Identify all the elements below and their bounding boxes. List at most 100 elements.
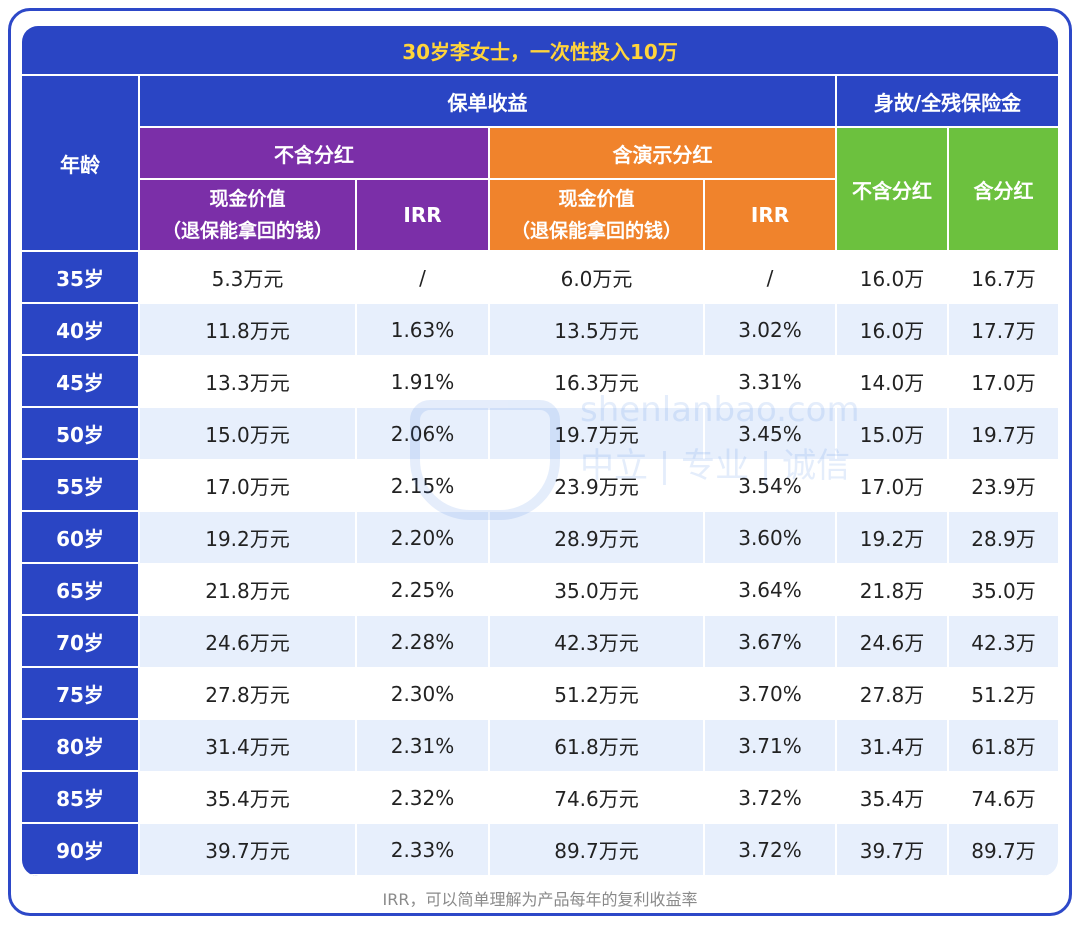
cash-value-note: （退保能拿回的钱）	[510, 220, 682, 242]
header-cash-value-demo-dividend: 现金价值 （退保能拿回的钱）	[488, 180, 703, 252]
table-row: 45岁 13.3万元 1.91% 16.3万元 3.31% 14.0万 17.0万	[22, 356, 1058, 408]
cash-value-demo-dividend-cell: 28.9万元	[488, 512, 703, 564]
header-no-dividend: 不含分红	[138, 128, 488, 180]
cash-value-no-dividend-cell: 27.8万元	[138, 668, 355, 720]
irr-no-dividend-cell: 2.06%	[355, 408, 488, 460]
irr-no-dividend-cell: /	[355, 252, 488, 304]
death-benefit-no-dividend-cell: 19.2万	[835, 512, 947, 564]
irr-no-dividend-cell: 1.91%	[355, 356, 488, 408]
death-benefit-with-dividend-cell: 23.9万	[947, 460, 1058, 512]
death-benefit-no-dividend-cell: 16.0万	[835, 252, 947, 304]
age-cell: 90岁	[22, 824, 138, 876]
cash-value-demo-dividend-cell: 13.5万元	[488, 304, 703, 356]
footnote: IRR，可以简单理解为产品每年的复利收益率	[382, 890, 698, 909]
age-cell: 60岁	[22, 512, 138, 564]
irr-demo-dividend-cell: 3.64%	[703, 564, 835, 616]
death-benefit-no-dividend-cell: 27.8万	[835, 668, 947, 720]
irr-no-dividend-cell: 2.25%	[355, 564, 488, 616]
header-age: 年龄	[22, 76, 138, 252]
age-cell: 70岁	[22, 616, 138, 668]
cash-value-no-dividend-cell: 24.6万元	[138, 616, 355, 668]
cash-value-no-dividend-cell: 21.8万元	[138, 564, 355, 616]
header-death-no-dividend: 不含分红	[835, 128, 947, 252]
cash-value-demo-dividend-cell: 23.9万元	[488, 460, 703, 512]
death-benefit-with-dividend-cell: 35.0万	[947, 564, 1058, 616]
death-benefit-with-dividend-cell: 17.7万	[947, 304, 1058, 356]
irr-no-dividend-cell: 2.32%	[355, 772, 488, 824]
cash-value-no-dividend-cell: 13.3万元	[138, 356, 355, 408]
table-row: 85岁 35.4万元 2.32% 74.6万元 3.72% 35.4万 74.6万	[22, 772, 1058, 824]
death-benefit-with-dividend-cell: 17.0万	[947, 356, 1058, 408]
header-policy-income: 保单收益	[138, 76, 835, 128]
cash-value-demo-dividend-cell: 6.0万元	[488, 252, 703, 304]
table-row: 80岁 31.4万元 2.31% 61.8万元 3.71% 31.4万 61.8万	[22, 720, 1058, 772]
death-benefit-with-dividend-cell: 42.3万	[947, 616, 1058, 668]
irr-demo-dividend-cell: 3.54%	[703, 460, 835, 512]
age-cell: 45岁	[22, 356, 138, 408]
cash-value-demo-dividend-cell: 19.7万元	[488, 408, 703, 460]
irr-no-dividend-cell: 2.33%	[355, 824, 488, 876]
death-benefit-with-dividend-cell: 51.2万	[947, 668, 1058, 720]
cash-value-no-dividend-cell: 15.0万元	[138, 408, 355, 460]
irr-no-dividend-cell: 2.15%	[355, 460, 488, 512]
irr-no-dividend-cell: 2.31%	[355, 720, 488, 772]
death-benefit-no-dividend-cell: 39.7万	[835, 824, 947, 876]
death-benefit-no-dividend-cell: 21.8万	[835, 564, 947, 616]
cash-value-no-dividend-cell: 17.0万元	[138, 460, 355, 512]
irr-demo-dividend-cell: 3.72%	[703, 772, 835, 824]
cash-value-label: 现金价值	[558, 188, 635, 210]
table-row: 75岁 27.8万元 2.30% 51.2万元 3.70% 27.8万 51.2万	[22, 668, 1058, 720]
table-row: 35岁 5.3万元/6.0万元/16.0万 16.7万	[22, 252, 1058, 304]
benefit-table: 30岁李女士，一次性投入10万 年龄 保单收益 身故/全残保险金 不含分红 含演…	[22, 26, 1058, 876]
death-benefit-no-dividend-cell: 24.6万	[835, 616, 947, 668]
cash-value-no-dividend-cell: 19.2万元	[138, 512, 355, 564]
death-benefit-with-dividend-cell: 89.7万	[947, 824, 1058, 876]
irr-demo-dividend-cell: 3.02%	[703, 304, 835, 356]
table-row: 70岁 24.6万元 2.28% 42.3万元 3.67% 24.6万 42.3万	[22, 616, 1058, 668]
table-title: 30岁李女士，一次性投入10万	[22, 26, 1058, 76]
age-cell: 80岁	[22, 720, 138, 772]
cash-value-no-dividend-cell: 11.8万元	[138, 304, 355, 356]
age-cell: 50岁	[22, 408, 138, 460]
header-cash-value-no-dividend: 现金价值 （退保能拿回的钱）	[138, 180, 355, 252]
cash-value-no-dividend-cell: 35.4万元	[138, 772, 355, 824]
header-irr-no-dividend: IRR	[355, 180, 488, 252]
cash-value-no-dividend-cell: 31.4万元	[138, 720, 355, 772]
cash-value-no-dividend-cell: 39.7万元	[138, 824, 355, 876]
cash-value-label: 现金价值	[209, 188, 286, 210]
cash-value-demo-dividend-cell: 89.7万元	[488, 824, 703, 876]
irr-demo-dividend-cell: 3.31%	[703, 356, 835, 408]
irr-no-dividend-cell: 2.28%	[355, 616, 488, 668]
table-row: 50岁 15.0万元 2.06% 19.7万元 3.45% 15.0万 19.7万	[22, 408, 1058, 460]
irr-no-dividend-cell: 2.20%	[355, 512, 488, 564]
irr-demo-dividend-cell: 3.71%	[703, 720, 835, 772]
irr-demo-dividend-cell: 3.60%	[703, 512, 835, 564]
cash-value-demo-dividend-cell: 51.2万元	[488, 668, 703, 720]
header-demo-dividend: 含演示分红	[488, 128, 835, 180]
death-benefit-no-dividend-cell: 16.0万	[835, 304, 947, 356]
cash-value-note: （退保能拿回的钱）	[161, 220, 333, 242]
table-row: 55岁 17.0万元 2.15% 23.9万元 3.54% 17.0万 23.9万	[22, 460, 1058, 512]
irr-demo-dividend-cell: 3.70%	[703, 668, 835, 720]
irr-demo-dividend-cell: 3.45%	[703, 408, 835, 460]
irr-demo-dividend-cell: 3.67%	[703, 616, 835, 668]
table-row: 90岁 39.7万元 2.33% 89.7万元 3.72% 39.7万 89.7万	[22, 824, 1058, 876]
age-cell: 35岁	[22, 252, 138, 304]
irr-demo-dividend-cell: /	[703, 252, 835, 304]
cash-value-demo-dividend-cell: 42.3万元	[488, 616, 703, 668]
table-row: 60岁 19.2万元 2.20% 28.9万元 3.60% 19.2万 28.9万	[22, 512, 1058, 564]
death-benefit-with-dividend-cell: 16.7万	[947, 252, 1058, 304]
death-benefit-no-dividend-cell: 15.0万	[835, 408, 947, 460]
cash-value-demo-dividend-cell: 16.3万元	[488, 356, 703, 408]
table-row: 40岁 11.8万元 1.63% 13.5万元 3.02% 16.0万 17.7万	[22, 304, 1058, 356]
table-row: 65岁 21.8万元 2.25% 35.0万元 3.64% 21.8万 35.0万	[22, 564, 1058, 616]
irr-no-dividend-cell: 2.30%	[355, 668, 488, 720]
cash-value-demo-dividend-cell: 61.8万元	[488, 720, 703, 772]
header-irr-demo-dividend: IRR	[703, 180, 835, 252]
cash-value-demo-dividend-cell: 35.0万元	[488, 564, 703, 616]
header-death-with-dividend: 含分红	[947, 128, 1058, 252]
cash-value-no-dividend-cell: 5.3万元	[138, 252, 355, 304]
age-cell: 75岁	[22, 668, 138, 720]
age-cell: 40岁	[22, 304, 138, 356]
death-benefit-with-dividend-cell: 74.6万	[947, 772, 1058, 824]
